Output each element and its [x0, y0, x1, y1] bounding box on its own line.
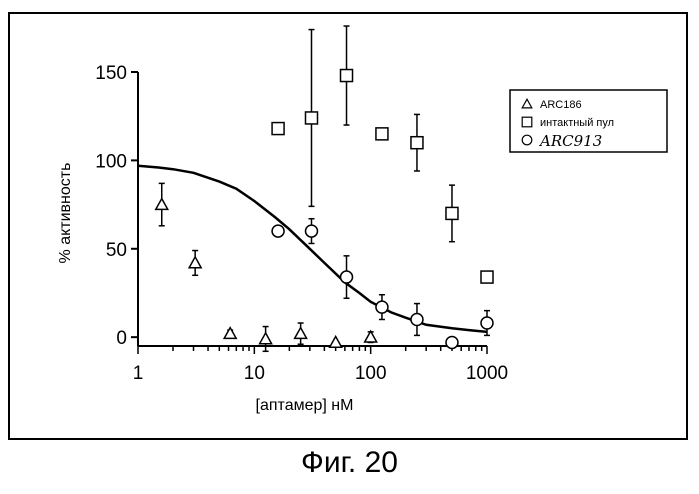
x-tick-label: 10	[244, 363, 265, 384]
data-point-circle	[446, 336, 458, 348]
data-point-square	[411, 137, 423, 149]
legend-label: интактный пул	[540, 117, 614, 129]
legend: ARC186 интактный пул ARC913	[510, 90, 667, 152]
data-point-triangle	[224, 328, 236, 339]
legend-label: ARC186	[540, 99, 582, 111]
data-point-triangle	[365, 331, 377, 342]
data-point-circle	[481, 317, 493, 329]
x-axis-title: [аптамер] нМ	[256, 397, 354, 414]
x-tick-label: 1000	[466, 363, 508, 384]
data-point-square	[305, 112, 317, 124]
data-point-triangle	[330, 336, 342, 347]
y-tick-label: 50	[106, 240, 127, 261]
x-tick-label: 100	[355, 363, 387, 384]
data-point-square	[341, 70, 353, 82]
y-tick-label: 0	[116, 328, 127, 349]
data-point-circle	[272, 225, 284, 237]
figure-caption: Фиг. 20	[0, 446, 699, 480]
fit-curve	[138, 166, 487, 332]
data-point-circle	[376, 301, 388, 313]
legend-label: ARC913	[538, 132, 602, 150]
y-axis-title: % активность	[57, 163, 74, 264]
data-point-square	[481, 271, 493, 283]
data-point-circle	[411, 313, 423, 325]
data-point-triangle	[260, 333, 272, 344]
data-point-circle	[341, 271, 353, 283]
x-tick-label: 1	[133, 363, 144, 384]
data-point-square	[376, 128, 388, 140]
legend-marker-circle	[522, 135, 532, 145]
data-point-triangle	[189, 257, 201, 268]
data-point-circle	[305, 225, 317, 237]
data-point-triangle	[156, 199, 168, 210]
chart: 0 50 100 150 1 10 100 1000 [аптамер] нМ % активно…	[0, 0, 699, 440]
plot-area: 0 50 100 150 1 10 100 1000 [аптамер] нМ % активно…	[57, 26, 508, 414]
data-point-square	[272, 123, 284, 135]
y-tick-label: 100	[95, 151, 127, 172]
legend-marker-square	[522, 117, 532, 127]
y-tick-label: 150	[95, 63, 127, 84]
data-point-triangle	[295, 328, 307, 339]
data-point-square	[446, 207, 458, 219]
